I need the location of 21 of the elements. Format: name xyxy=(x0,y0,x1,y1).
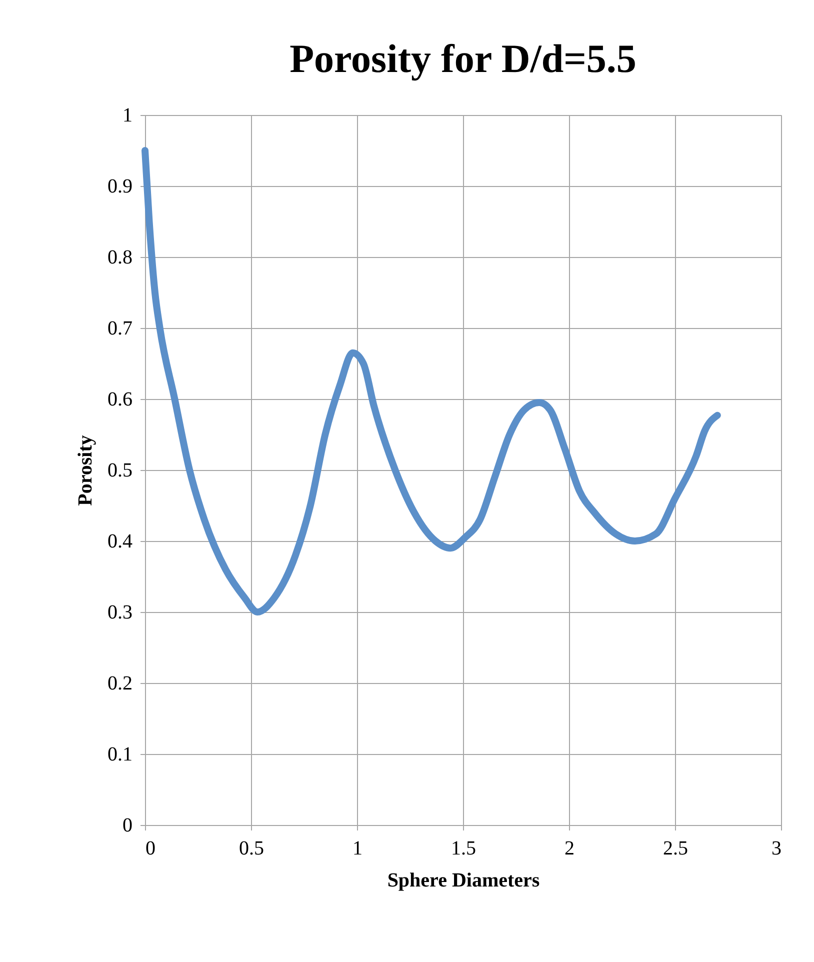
y-axis-title: Porosity xyxy=(74,435,96,506)
y-tick-label: 0.1 xyxy=(108,744,132,766)
y-tick-label: 0.8 xyxy=(108,246,132,268)
y-tick-label: 0.3 xyxy=(108,602,132,624)
y-tick-label: 0.4 xyxy=(108,530,132,552)
y-tick-label: 0.5 xyxy=(108,460,132,482)
x-tick-label: 1.5 xyxy=(451,838,476,860)
x-tick-label: 2.5 xyxy=(663,838,688,860)
y-tick-label: 1 xyxy=(122,104,132,126)
y-tick-label: 0.9 xyxy=(108,176,132,198)
x-tick-label: 0.5 xyxy=(239,838,264,860)
chart-title: Porosity for D/d=5.5 xyxy=(290,36,636,81)
x-tick-label: 1 xyxy=(352,838,362,860)
y-tick-label: 0.7 xyxy=(108,318,132,340)
y-tick-label: 0.2 xyxy=(108,672,132,694)
x-tick-label: 2 xyxy=(564,838,574,860)
y-tick-label: 0.6 xyxy=(108,388,132,410)
x-tick-label: 3 xyxy=(772,838,782,860)
y-tick-label: 0 xyxy=(122,814,132,836)
x-axis-title: Sphere Diameters xyxy=(387,870,540,892)
x-tick-label: 0 xyxy=(146,838,156,860)
